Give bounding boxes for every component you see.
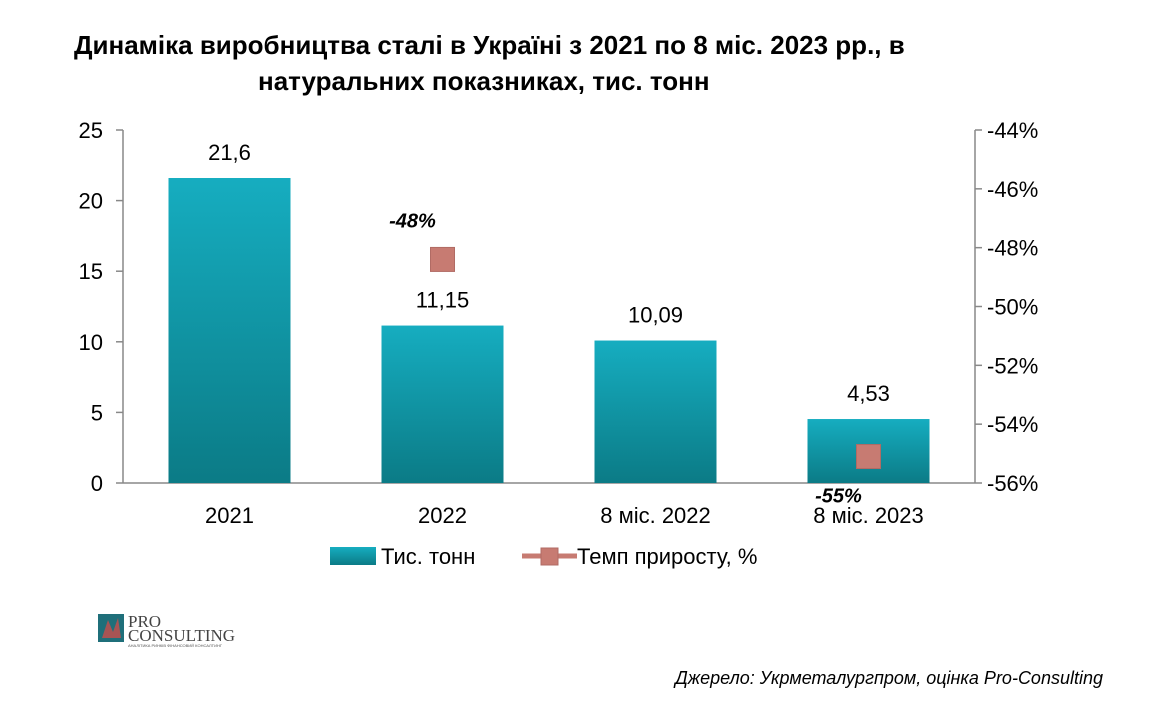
right-tick-label: -48% <box>987 236 1038 261</box>
logo-tagline: АНАЛІТИКА РИНКІВ ФІНАНСОВИЙ КОНСАЛТИНГ <box>128 643 223 648</box>
bar-value-label: 21,6 <box>208 140 251 165</box>
right-tick-label: -44% <box>987 118 1038 143</box>
left-tick-label: 10 <box>79 330 103 355</box>
left-tick-label: 20 <box>79 189 103 214</box>
logo-line-1: PRO <box>128 612 161 631</box>
right-tick-label: -50% <box>987 295 1038 320</box>
bar-value-label: 10,09 <box>628 303 683 328</box>
growth-rate-marker <box>430 246 455 272</box>
logo-line-2: CONSULTING <box>128 626 235 645</box>
left-tick-label: 15 <box>79 259 103 284</box>
left-tick-label: 0 <box>91 471 103 496</box>
category-label: 8 міс. 2023 <box>813 503 924 528</box>
pro-consulting-logo: PRO CONSULTING АНАЛІТИКА РИНКІВ ФІНАНСОВ… <box>98 612 235 648</box>
bar <box>381 325 504 483</box>
category-label: 2022 <box>418 503 467 528</box>
legend-label-markers: Темп приросту, % <box>577 544 757 569</box>
chart-title-line-1: Динаміка виробництва сталі в Україні з 2… <box>74 30 905 60</box>
source-note: Джерело: Укрметалургпром, оцінка Pro-Con… <box>673 668 1103 688</box>
legend-swatch-markers <box>540 547 559 566</box>
legend-label-bars: Тис. тонн <box>381 544 475 569</box>
bar-value-label: 4,53 <box>847 381 890 406</box>
left-tick-label: 5 <box>91 400 103 425</box>
right-axis-ticks: -56% -54% -52% -50% -48% -46% -44% <box>975 118 1038 496</box>
chart-title-line-2: натуральних показниках, тис. тонн <box>258 66 710 96</box>
right-tick-label: -56% <box>987 471 1038 496</box>
growth-rate-label: -55% <box>815 486 862 508</box>
left-tick-label: 25 <box>79 118 103 143</box>
bar <box>168 178 291 483</box>
legend-swatch-bars <box>330 547 376 565</box>
legend: Тис. тонн Темп приросту, % <box>330 544 757 569</box>
marker-series: -48% -55% <box>389 210 881 508</box>
category-label: 2021 <box>205 503 254 528</box>
bar-value-label: 11,15 <box>416 288 469 313</box>
right-tick-label: -52% <box>987 353 1038 378</box>
left-axis-ticks: 0 5 10 15 20 25 <box>79 118 123 496</box>
bar-series: 21,6 11,15 10,09 4,53 <box>168 140 930 483</box>
category-label: 8 міс. 2022 <box>600 503 711 528</box>
category-labels: 2021 2022 8 міс. 2022 8 міс. 2023 <box>205 503 924 528</box>
growth-rate-label: -48% <box>389 210 436 232</box>
right-tick-label: -54% <box>987 412 1038 437</box>
growth-rate-marker <box>856 444 881 470</box>
bar <box>594 340 717 483</box>
right-tick-label: -46% <box>987 177 1038 202</box>
